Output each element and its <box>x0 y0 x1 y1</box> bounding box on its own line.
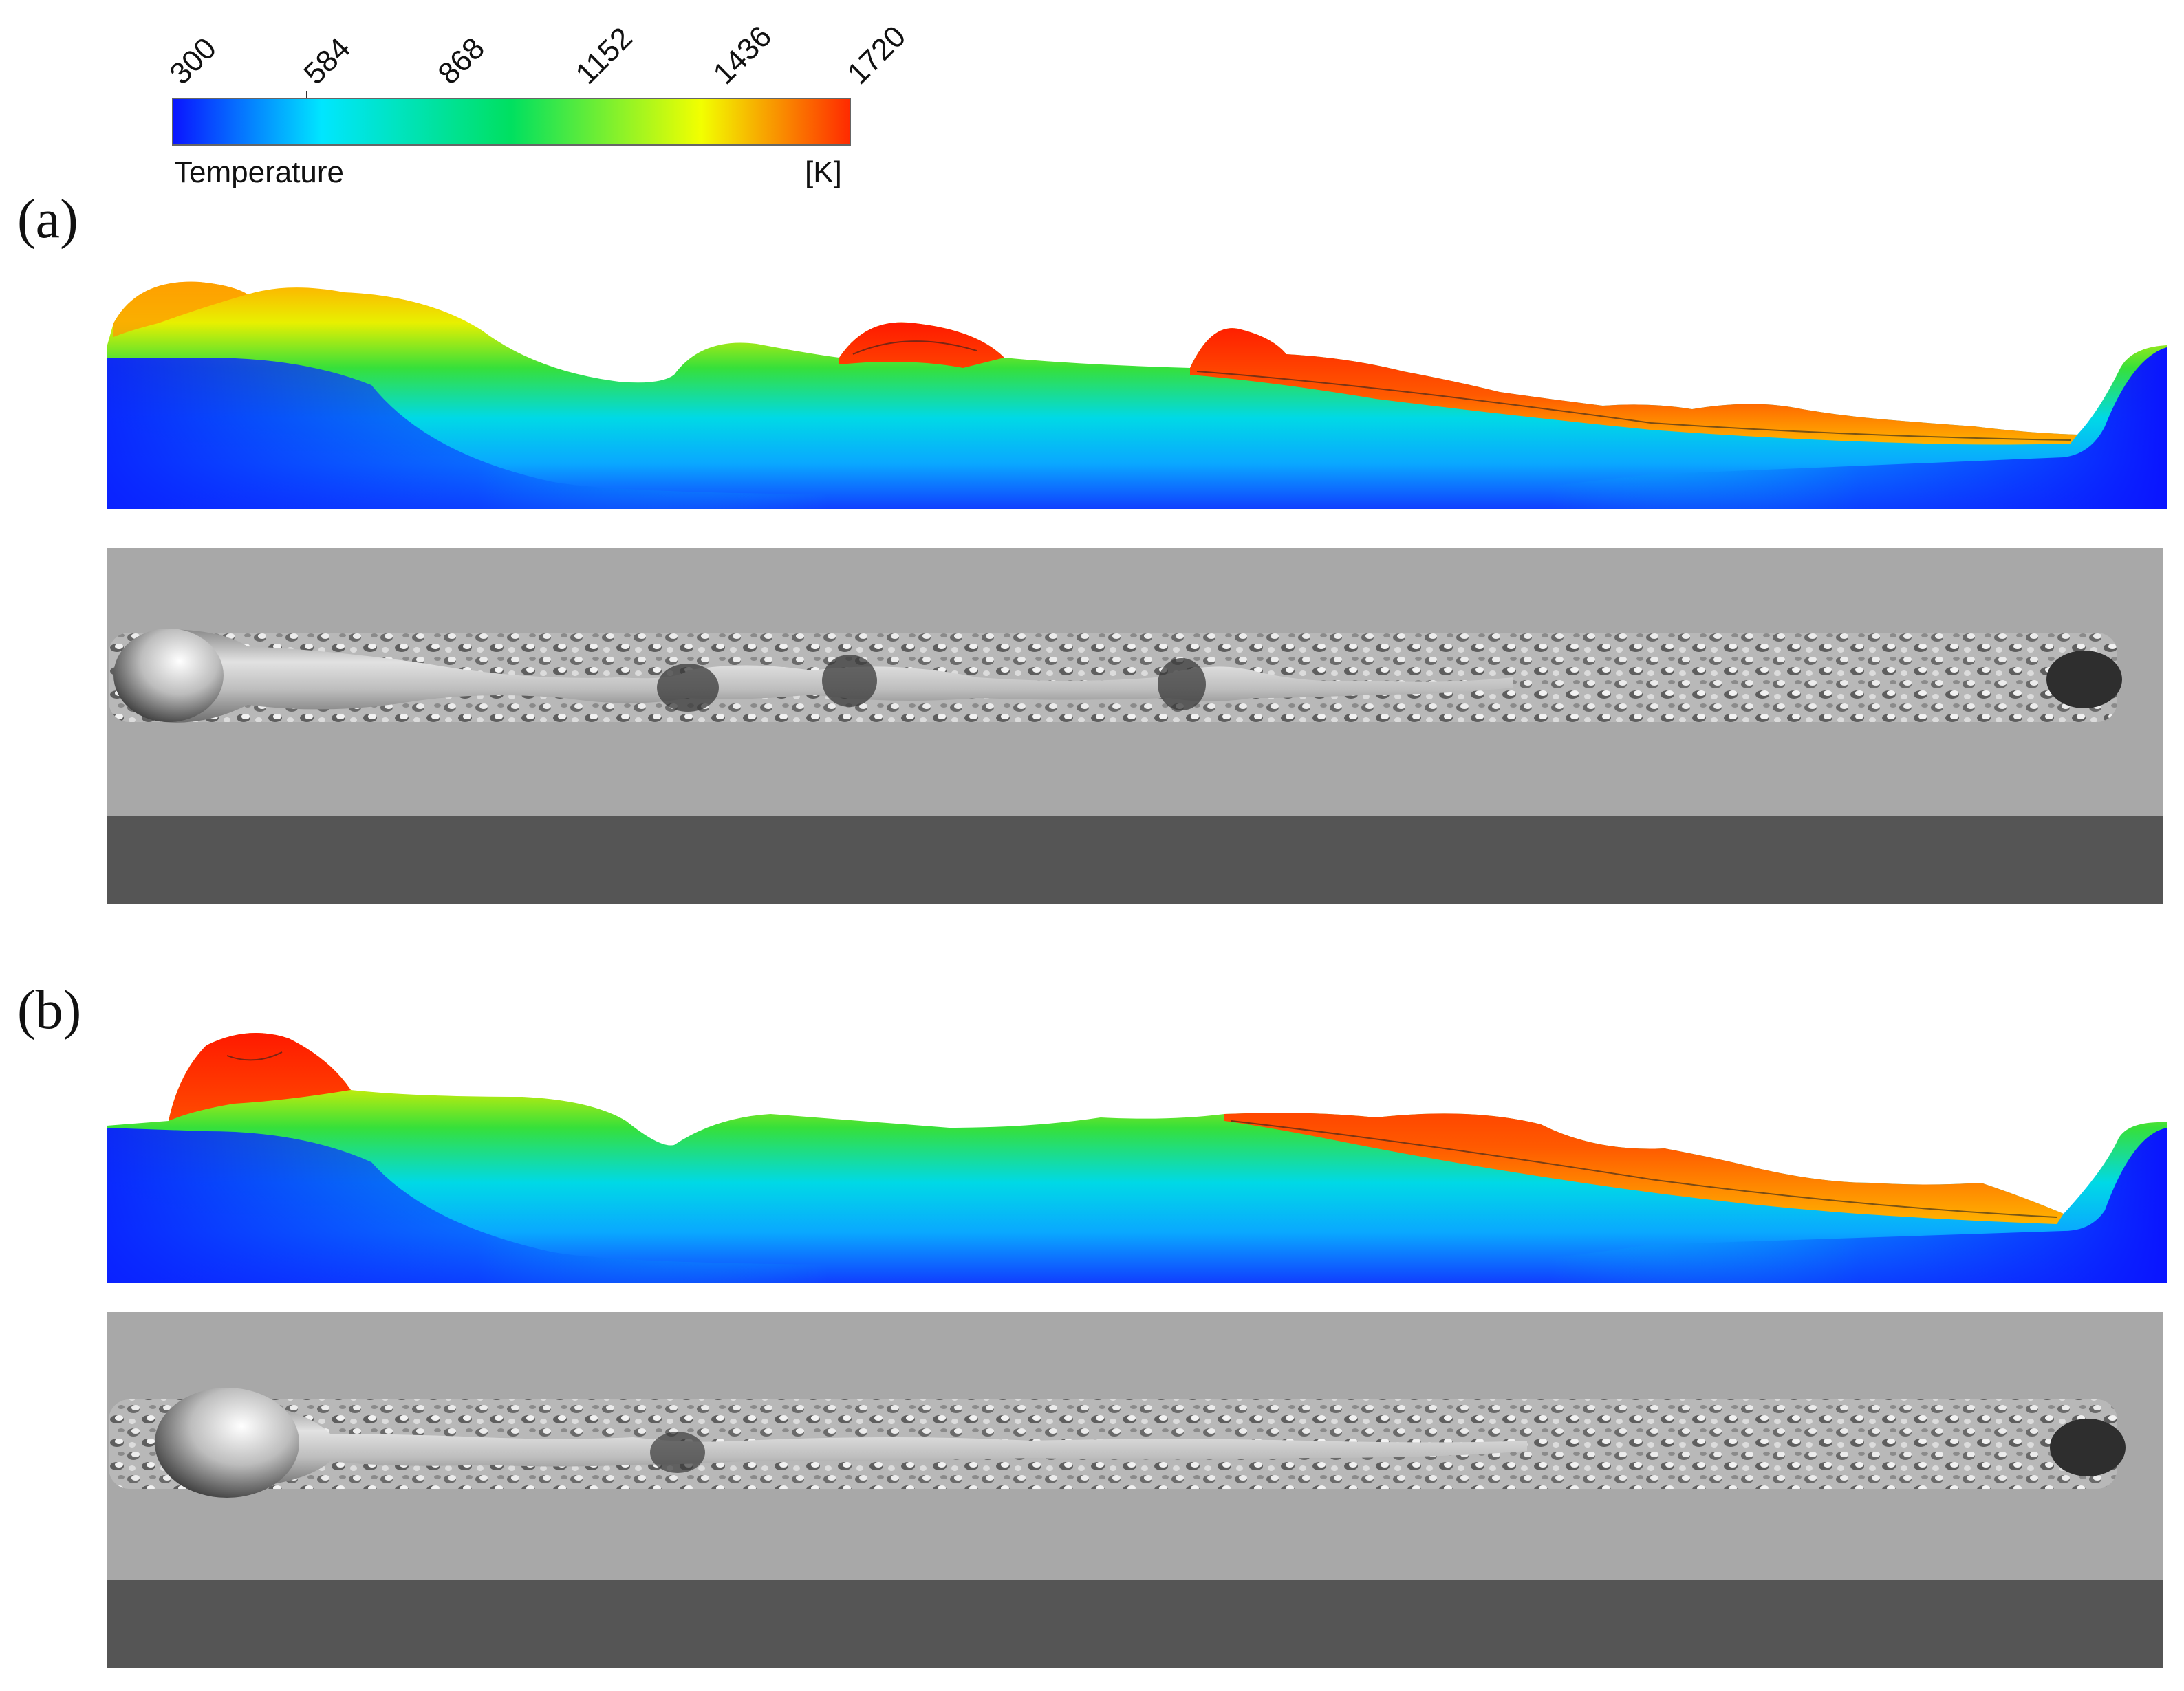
colorbar-unit: [K] <box>805 155 842 189</box>
track-shadow-a <box>822 655 877 707</box>
melt-profile-b <box>107 1033 2167 1283</box>
substrate-side-a <box>107 816 2163 904</box>
bottom-cool-region-a <box>107 347 2167 509</box>
liquidus-line-b <box>226 1051 2057 1218</box>
bottom-cool-region-b <box>107 1128 2167 1283</box>
melt-profile-a <box>107 281 2167 509</box>
colorbar-ticks: 300 584 868 1152 1436 1720 <box>163 19 912 98</box>
colorbar-tick: 300 <box>163 32 223 91</box>
track-bead-a <box>117 629 1513 723</box>
panel-label-a: (a) <box>17 189 78 250</box>
track-shadow-a <box>657 664 719 712</box>
end-crater-b <box>2050 1419 2126 1476</box>
temperature-section-b <box>107 1033 2167 1283</box>
end-crater-a <box>2046 651 2122 708</box>
colorbar-tick: 1152 <box>569 21 639 91</box>
colorbar-label: Temperature <box>174 155 344 189</box>
track-top-view-a <box>107 548 2163 904</box>
colorbar-tick: 868 <box>431 32 491 91</box>
colorbar: 300 584 868 1152 1436 1720 Temperature [… <box>163 19 912 189</box>
start-bulge-a <box>113 629 224 722</box>
liquidus-line-a <box>852 340 2071 441</box>
substrate-side-b <box>107 1580 2163 1668</box>
track-bead-b <box>158 1399 1527 1489</box>
hot-zone-a <box>839 322 2077 445</box>
track-shadow-a <box>1158 658 1206 710</box>
track-shadow-b <box>650 1432 705 1473</box>
colorbar-tick: 1436 <box>706 19 778 91</box>
colorbar-tick: 1720 <box>841 19 912 91</box>
temperature-section-a <box>107 281 2167 509</box>
hot-zone-b <box>169 1033 2064 1224</box>
colorbar-gradient <box>172 98 851 146</box>
track-top-view-b <box>107 1312 2163 1668</box>
start-bulge-b <box>155 1388 299 1498</box>
panel-label-b: (b) <box>17 980 81 1040</box>
cap-glow-a <box>113 281 248 337</box>
colorbar-tick: 584 <box>297 32 357 91</box>
